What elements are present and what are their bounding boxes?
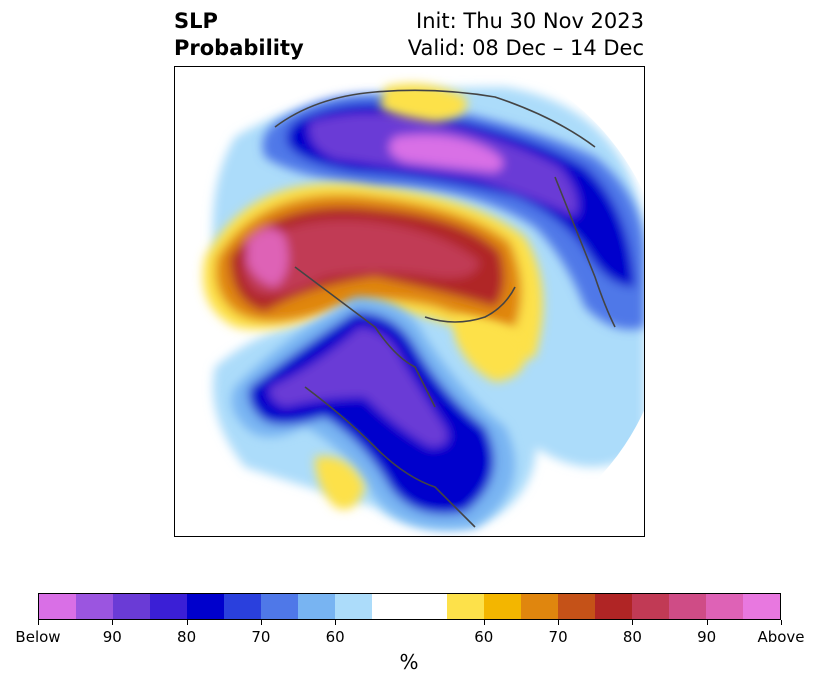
colorbar-swatch bbox=[298, 594, 336, 619]
arctic-low bbox=[262, 94, 644, 330]
colorbar-tick-mark bbox=[112, 620, 114, 625]
colorbar-tick-mark bbox=[335, 620, 337, 625]
colorbar-tick-label: 90 bbox=[102, 628, 122, 646]
north-america-low bbox=[231, 297, 515, 529]
colorbar bbox=[38, 593, 781, 620]
east-yellow bbox=[455, 317, 526, 382]
colorbar-swatch bbox=[668, 594, 706, 619]
colorbar-swatch bbox=[113, 594, 151, 619]
colorbar-swatch bbox=[557, 594, 595, 619]
title-probability: Probability bbox=[174, 36, 304, 60]
colorbar-swatch bbox=[446, 594, 484, 619]
colorbar-swatch bbox=[335, 594, 373, 619]
colorbar-tick-mark bbox=[632, 620, 634, 625]
colorbar-tick-label: Above bbox=[757, 628, 805, 646]
colorbar-swatch bbox=[372, 594, 447, 619]
colorbar-swatch bbox=[261, 594, 299, 619]
colorbar-swatch bbox=[631, 594, 669, 619]
map-title-left: SLP Probability bbox=[174, 8, 304, 62]
colorbar-tick-mark bbox=[558, 620, 560, 625]
colorbar-swatch bbox=[224, 594, 262, 619]
colorbar-tick-label: 60 bbox=[474, 628, 494, 646]
colorbar-tick-mark bbox=[186, 620, 188, 625]
colorbar-tick-label: 70 bbox=[548, 628, 568, 646]
colorbar-tick-label: 70 bbox=[251, 628, 271, 646]
colorbar-tick-mark bbox=[38, 620, 39, 625]
colorbar-swatch bbox=[39, 594, 77, 619]
map-title-right: Init: Thu 30 Nov 2023 Valid: 08 Dec – 14… bbox=[408, 8, 644, 62]
colorbar-tick-mark bbox=[483, 620, 485, 625]
init-date: Init: Thu 30 Nov 2023 bbox=[416, 9, 644, 33]
colorbar-tick-label: 80 bbox=[622, 628, 642, 646]
colorbar-tick-label: Below bbox=[15, 628, 61, 646]
colorbar-tick-label: 80 bbox=[177, 628, 197, 646]
colorbar-tick-mark bbox=[260, 620, 262, 625]
polar-probability-map bbox=[174, 66, 645, 537]
colorbar-swatch bbox=[187, 594, 225, 619]
colorbar-tick-label: 90 bbox=[697, 628, 717, 646]
colorbar-swatch bbox=[705, 594, 743, 619]
colorbar-swatch bbox=[483, 594, 521, 619]
colorbar-swatch bbox=[742, 594, 780, 619]
probability-fields bbox=[203, 83, 644, 530]
map-svg bbox=[203, 83, 644, 530]
title-slp: SLP bbox=[174, 9, 218, 33]
coastlines bbox=[274, 89, 616, 528]
colorbar-tick-mark bbox=[706, 620, 708, 625]
colorbar-tick-label: 60 bbox=[325, 628, 345, 646]
colorbar-unit: % bbox=[399, 650, 419, 674]
eurasian-high bbox=[203, 183, 543, 359]
colorbar-swatch bbox=[520, 594, 558, 619]
colorbar-swatch bbox=[594, 594, 632, 619]
valid-range: Valid: 08 Dec – 14 Dec bbox=[407, 36, 644, 60]
us-yellow bbox=[315, 456, 365, 510]
colorbar-swatch bbox=[76, 594, 114, 619]
top-yellow bbox=[380, 83, 467, 122]
colorbar-tick-mark bbox=[781, 620, 782, 625]
colorbar-swatch bbox=[150, 594, 188, 619]
